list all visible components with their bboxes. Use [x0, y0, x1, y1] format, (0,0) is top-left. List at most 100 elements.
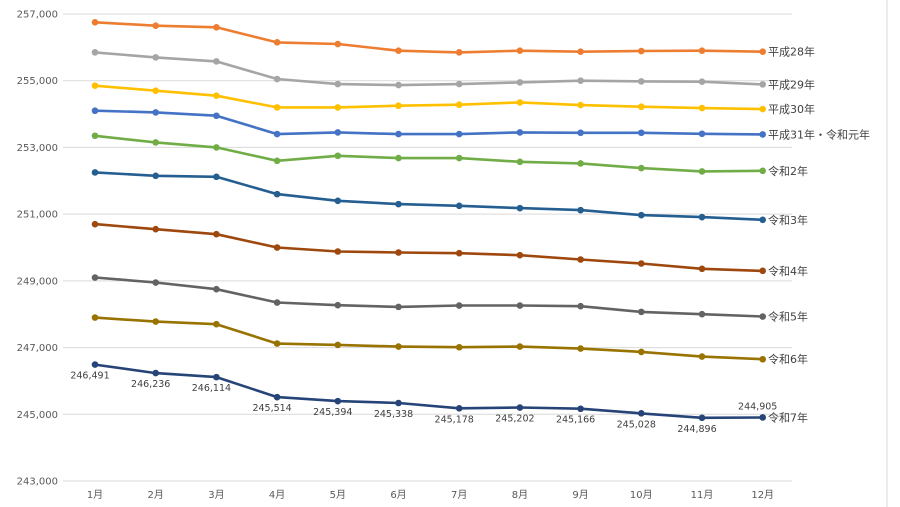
data-point [759, 267, 766, 275]
data-point [213, 24, 220, 31]
data-point [213, 144, 220, 151]
data-point [334, 341, 342, 349]
series-7 [91, 274, 766, 320]
data-point [455, 405, 463, 412]
data-point [516, 99, 524, 106]
data-point [698, 310, 706, 318]
series-label: 平成28年 [768, 45, 815, 59]
series-line [93, 109, 765, 136]
data-label: 244,896 [677, 424, 716, 435]
series-6 [91, 220, 766, 275]
data-point [91, 132, 99, 140]
data-point [213, 285, 220, 293]
y-tick-label: 243,000 [17, 477, 58, 488]
series-line [93, 363, 765, 420]
series-line [93, 51, 765, 87]
x-axis-ticks: 1月 2月 3月 4月 5月 6月 7月 8月 9月 10月 11月 12月 [87, 489, 774, 501]
data-point [273, 104, 281, 111]
x-tick-label: 12月 [751, 489, 774, 501]
data-point [455, 101, 463, 109]
data-point [577, 48, 584, 55]
x-tick-label: 10月 [630, 489, 653, 501]
data-label: 245,028 [617, 419, 656, 430]
data-point [698, 104, 706, 112]
data-point [395, 249, 402, 256]
data-point [577, 206, 584, 214]
series-group [91, 19, 766, 422]
data-point [516, 343, 524, 350]
data-point [152, 139, 159, 146]
data-labels: 246,491 246,236 246,114 245,514 245,394 245,3… [70, 371, 777, 435]
data-point [213, 112, 220, 120]
data-point [759, 355, 766, 363]
series-line [93, 171, 765, 222]
series-1 [91, 49, 766, 89]
data-point [638, 260, 645, 267]
data-label: 246,114 [192, 383, 231, 394]
data-point [759, 48, 766, 55]
data-point [395, 47, 402, 54]
gridlines [63, 13, 792, 482]
data-label: 245,394 [313, 407, 352, 418]
data-point [516, 129, 524, 136]
series-line [93, 20, 765, 54]
data-point [334, 301, 342, 309]
data-point [516, 404, 524, 411]
y-tick-label: 255,000 [17, 76, 58, 87]
data-point [334, 80, 342, 88]
series-line [93, 222, 765, 273]
y-tick-label: 249,000 [17, 276, 58, 287]
data-point [91, 107, 99, 115]
data-point [759, 313, 766, 320]
data-point [516, 47, 524, 54]
data-point [152, 109, 159, 116]
series-8 [91, 314, 766, 363]
data-point [577, 405, 584, 413]
data-point [91, 361, 99, 368]
data-point [698, 213, 706, 221]
data-point [152, 369, 159, 377]
data-point [638, 47, 645, 55]
series-line [93, 276, 765, 318]
data-point [395, 81, 402, 89]
data-point [638, 78, 645, 85]
data-point [395, 154, 402, 162]
data-point [152, 318, 159, 325]
data-point [213, 373, 220, 381]
x-tick-label: 4月 [269, 489, 285, 501]
data-point [516, 302, 524, 309]
data-point [455, 249, 463, 257]
data-point [577, 77, 584, 85]
y-tick-label: 247,000 [17, 343, 58, 354]
data-point [577, 160, 584, 167]
data-point [698, 78, 706, 86]
data-point [455, 343, 463, 351]
x-tick-label: 3月 [208, 489, 224, 501]
x-tick-label: 9月 [572, 489, 588, 501]
series-3 [91, 107, 766, 138]
series-line [93, 84, 765, 111]
data-point [213, 58, 220, 65]
data-point [91, 49, 99, 56]
data-point [638, 129, 645, 137]
data-point [759, 414, 766, 421]
x-tick-label: 1月 [87, 489, 103, 501]
x-tick-label: 5月 [330, 489, 346, 501]
data-point [91, 274, 99, 281]
data-point [273, 299, 281, 306]
data-label: 245,514 [252, 403, 291, 414]
data-point [638, 103, 645, 111]
series-label: 平成30年 [768, 102, 815, 116]
data-point [152, 87, 159, 95]
data-point [698, 353, 706, 360]
data-point [152, 225, 159, 233]
data-point [334, 40, 342, 48]
data-point [516, 251, 524, 259]
data-point [516, 158, 524, 166]
data-point [395, 130, 402, 138]
data-point [152, 54, 159, 61]
y-tick-label: 245,000 [17, 410, 58, 421]
series-label: 平成31年・令和元年 [768, 127, 870, 141]
data-point [91, 169, 99, 176]
data-point [91, 19, 99, 26]
